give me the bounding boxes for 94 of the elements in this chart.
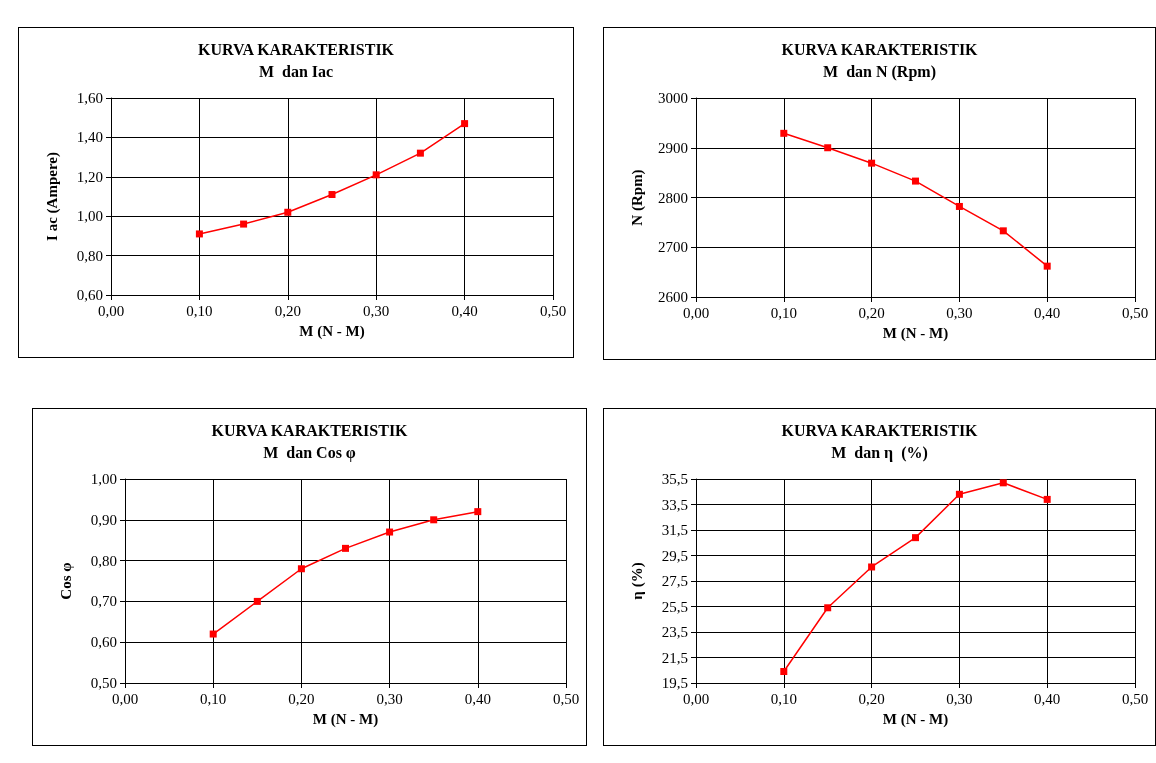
y-axis-title: Cos φ (57, 562, 74, 600)
point (955, 202, 963, 210)
chart-subtitle: M dan η (%) (831, 443, 928, 462)
x-tick-label: 0,10 (200, 690, 227, 707)
point (461, 120, 469, 128)
chart-title: KURVA KARAKTERISTIK (211, 421, 409, 439)
y-tick-label: 0,70 (90, 593, 117, 610)
point (999, 479, 1007, 487)
y-tick-label: 1,20 (76, 168, 103, 185)
point (1043, 495, 1051, 503)
x-tick-label: 0,00 (111, 690, 139, 707)
point (416, 149, 424, 157)
chart-subtitle: M dan N (Rpm) (823, 62, 936, 81)
y-tick-label: 0,60 (90, 634, 117, 651)
point (868, 159, 876, 167)
point (999, 227, 1007, 235)
y-tick-label: 2600 (658, 289, 688, 305)
point (430, 516, 438, 524)
point (1043, 262, 1051, 270)
x-tick-label: 0,00 (97, 302, 125, 319)
point (780, 668, 788, 676)
x-tick-label: 0,30 (363, 302, 390, 319)
x-tick-label: 0,00 (682, 690, 710, 707)
y-tick-label: 2800 (658, 189, 688, 206)
y-tick-label: 21,5 (661, 649, 688, 666)
x-tick-label: 0,20 (858, 304, 885, 321)
point (328, 191, 336, 199)
x-tick-label: 0,30 (946, 304, 973, 321)
point (209, 630, 217, 638)
point (474, 508, 482, 516)
point (240, 220, 248, 228)
x-tick-label: 0,20 (274, 302, 301, 319)
point (912, 177, 919, 185)
x-tick-label: 0,20 (288, 690, 315, 707)
y-tick-label: 27,5 (661, 573, 688, 589)
point (912, 534, 919, 542)
x-tick-label: 0,40 (1034, 304, 1061, 321)
point (297, 565, 305, 573)
chart-subtitle: M dan Cos φ (263, 443, 356, 462)
x-tick-label: 0,10 (186, 302, 213, 319)
y-tick-label: 23,5 (661, 624, 688, 640)
y-axis-title: I ac (Ampere) (43, 152, 61, 241)
x-tick-label: 0,50 (539, 302, 567, 319)
y-tick-label: 25,5 (661, 598, 688, 615)
x-tick-label: 0,40 (1034, 690, 1061, 707)
point (955, 490, 963, 498)
x-axis-title: M (N - M) (882, 324, 949, 342)
y-tick-label: 2900 (658, 139, 688, 156)
y-tick-label: 0,50 (90, 675, 117, 691)
y-tick-label: 0,80 (76, 247, 103, 264)
y-axis-title: N (Rpm) (628, 169, 646, 226)
y-tick-label: 1,60 (76, 90, 103, 106)
y-tick-label: 1,40 (76, 129, 103, 146)
y-axis-title: η (%) (628, 562, 646, 600)
x-axis-title: M (N - M) (312, 710, 379, 728)
y-tick-label: 3000 (658, 90, 688, 106)
x-tick-label: 0,30 (946, 690, 973, 707)
y-tick-label: 2700 (658, 239, 688, 256)
chart-title: KURVA KARAKTERISTIK (781, 421, 979, 439)
y-tick-label: 29,5 (661, 547, 688, 564)
y-tick-label: 1,00 (76, 208, 103, 225)
x-tick-label: 0,50 (1121, 690, 1149, 707)
x-tick-label: 0,40 (451, 302, 478, 319)
point (386, 528, 394, 536)
y-tick-label: 31,5 (661, 522, 688, 538)
chart-title: KURVA KARAKTERISTIK (197, 40, 395, 58)
x-tick-label: 0,20 (858, 690, 885, 707)
point (284, 208, 292, 216)
x-axis-title: M (N - M) (299, 322, 365, 340)
x-tick-label: 0,50 (1121, 304, 1149, 321)
point (780, 129, 788, 137)
x-tick-label: 0,10 (770, 690, 797, 707)
point (824, 604, 832, 612)
point (342, 544, 349, 552)
x-tick-label: 0,00 (682, 304, 710, 321)
y-tick-label: 35,5 (661, 471, 688, 487)
y-tick-label: 0,60 (76, 287, 103, 303)
y-tick-label: 19,5 (661, 675, 688, 691)
x-tick-label: 0,40 (464, 690, 491, 707)
x-tick-label: 0,30 (376, 690, 403, 707)
point (824, 144, 832, 152)
x-tick-label: 0,10 (770, 304, 797, 321)
point (868, 563, 876, 571)
point (195, 230, 203, 238)
chart-subtitle: M dan Iac (258, 62, 334, 80)
chart-title: KURVA KARAKTERISTIK (781, 40, 979, 58)
y-tick-label: 33,5 (661, 496, 688, 513)
y-tick-label: 0,80 (90, 552, 117, 569)
x-tick-label: 0,50 (552, 690, 580, 707)
point (372, 171, 380, 179)
point (253, 597, 261, 605)
y-tick-label: 0,90 (90, 511, 117, 528)
x-axis-title: M (N - M) (882, 710, 949, 728)
y-tick-label: 1,00 (90, 471, 117, 487)
